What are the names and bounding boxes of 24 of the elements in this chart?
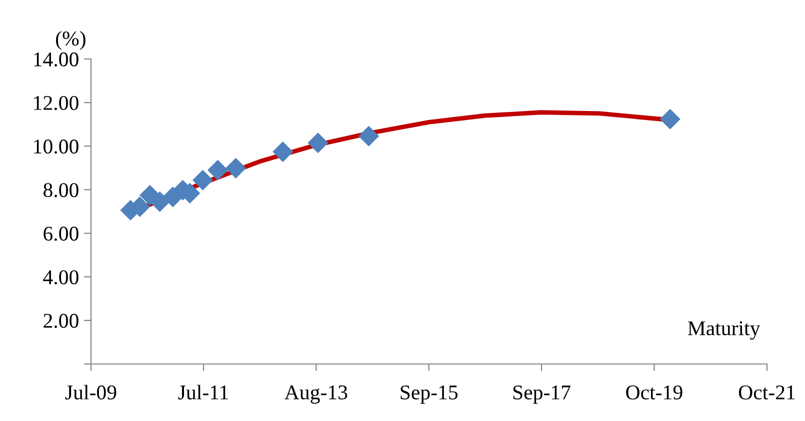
x-tick-label: Jul-09: [65, 384, 116, 400]
y-tick-label: 6.00: [44, 226, 78, 241]
point: [272, 142, 294, 162]
y-tick-label: 10.00: [34, 140, 78, 154]
x-tick-label: Aug-13: [284, 385, 348, 404]
point: [308, 132, 328, 154]
y-tick-label: 14.00: [34, 52, 78, 67]
point: [207, 160, 228, 180]
point: [358, 126, 380, 146]
point: [150, 191, 170, 212]
x-tick-label: Jul-11: [178, 384, 228, 400]
point: [192, 170, 214, 190]
point: [660, 108, 680, 130]
x-tick-label: Sep-15: [400, 385, 458, 404]
y-tick-label: 2.00: [44, 314, 78, 328]
x-tick-label: Sep-17: [513, 385, 570, 404]
y-tick-label: 4.00: [43, 270, 78, 284]
y-tick-label: 12.00: [34, 96, 78, 110]
x-tick-label: Oct-21: [738, 385, 795, 400]
annotation: Maturity: [688, 321, 760, 340]
x-tick-label: Oct-19: [626, 385, 682, 400]
y-axis-title: (%): [56, 30, 86, 50]
y-tick-label: 8.00: [44, 183, 78, 198]
point: [226, 158, 246, 178]
